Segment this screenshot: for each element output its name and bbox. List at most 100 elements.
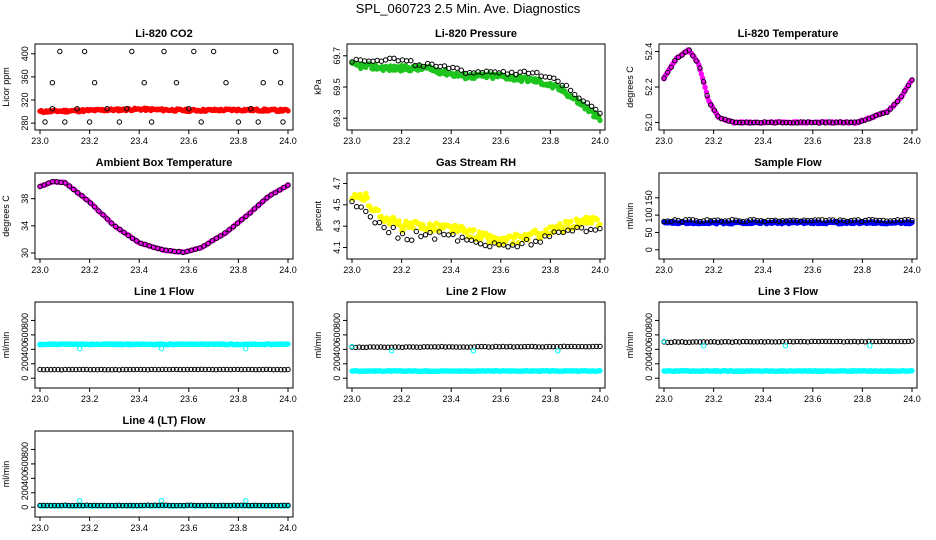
data-point — [736, 218, 743, 224]
data-point — [779, 218, 786, 224]
data-point — [715, 113, 721, 119]
data-point — [485, 344, 492, 350]
data-point — [769, 339, 775, 345]
data-point — [534, 69, 540, 76]
data-point — [376, 219, 383, 226]
data-point — [202, 366, 209, 373]
data-point — [188, 366, 194, 373]
data-point — [475, 343, 481, 350]
data-point — [493, 343, 499, 350]
data-point — [790, 120, 797, 126]
data-point — [841, 339, 847, 345]
y-tick-label: 600 — [332, 327, 342, 342]
data-point — [272, 48, 279, 55]
data-point — [672, 339, 678, 345]
data-point — [274, 502, 280, 509]
data-point — [740, 120, 746, 126]
data-point — [866, 217, 872, 223]
data-point — [769, 119, 775, 125]
data-point — [141, 366, 147, 373]
data-point — [422, 232, 429, 238]
data-point — [848, 119, 854, 126]
data-point — [543, 344, 549, 350]
data-point — [902, 217, 908, 223]
y-axis-label: ml/min — [313, 332, 323, 359]
data-point — [222, 230, 228, 236]
data-point — [251, 206, 258, 212]
x-tick-label: 23.8 — [542, 136, 560, 146]
chart-panel-2: Li-820 Pressure kPa 23.0 23.2 23.4 23.6 23.8 24… — [313, 28, 609, 146]
data-point — [812, 338, 818, 345]
data-point — [155, 366, 162, 373]
data-point — [91, 366, 97, 373]
data-point — [533, 238, 539, 245]
data-point — [173, 80, 180, 86]
data-point — [819, 338, 825, 345]
data-point — [837, 119, 843, 125]
data-point — [91, 80, 98, 86]
data-point — [801, 119, 807, 125]
y-tick-label: 800 — [20, 313, 30, 328]
x-tick-label: 23.0 — [655, 136, 673, 146]
data-point — [754, 218, 761, 224]
data-point — [794, 120, 800, 126]
data-point — [837, 338, 843, 345]
data-point — [391, 55, 397, 61]
data-point — [593, 343, 600, 350]
data-point — [898, 338, 904, 345]
x-tick-label: 23.2 — [81, 136, 99, 146]
data-point — [551, 75, 557, 81]
data-point — [782, 343, 789, 349]
y-tick-label: 30 — [20, 248, 30, 258]
data-point — [718, 339, 725, 345]
data-point — [851, 217, 858, 223]
data-point — [765, 119, 771, 126]
data-point — [231, 502, 237, 508]
data-point — [576, 95, 582, 101]
y-tick-label: 4.3 — [332, 220, 342, 233]
data-point — [260, 198, 266, 205]
chart-panel-6: Sample Flow ml/min 23.0 23.2 23.4 23.6 23.8 24.… — [625, 157, 921, 275]
data-point — [823, 338, 829, 345]
data-point — [113, 223, 119, 230]
data-point — [567, 87, 574, 94]
data-point — [797, 119, 804, 125]
data-point — [274, 366, 280, 373]
data-point — [372, 220, 378, 226]
data-point — [690, 217, 696, 223]
data-point — [751, 339, 757, 345]
data-point — [704, 217, 710, 223]
data-point — [199, 366, 205, 372]
y-tick-label: 360 — [20, 69, 30, 84]
x-tick-label: 23.4 — [442, 265, 460, 275]
data-point — [473, 239, 479, 245]
data-point — [776, 339, 782, 345]
data-point — [787, 338, 793, 345]
x-tick-label: 23.6 — [804, 394, 822, 404]
chart-panel-9: Line 3 Flow ml/min 23.0 23.2 23.4 23.6 23.8 24.… — [625, 286, 921, 404]
x-tick-label: 23.2 — [393, 265, 411, 275]
data-point — [682, 339, 689, 345]
data-point — [869, 217, 876, 223]
data-point — [243, 498, 249, 504]
data-point — [129, 48, 135, 55]
data-point — [507, 343, 513, 350]
x-tick-label: 23.0 — [31, 136, 49, 146]
y-tick-label: 34 — [20, 221, 30, 231]
data-point — [812, 119, 818, 126]
data-point — [48, 502, 54, 509]
chart-panel-4: Ambient Box Temperature degrees C 23.0 23.2… — [1, 157, 297, 275]
y-tick-label: 320 — [20, 92, 30, 107]
series-magenta — [661, 47, 915, 126]
data-point — [395, 235, 401, 241]
data-point — [276, 187, 283, 193]
data-point — [519, 240, 525, 247]
x-tick-label: 23.0 — [31, 523, 49, 533]
x-tick-label: 23.6 — [180, 394, 198, 404]
data-point — [220, 502, 227, 508]
data-point — [589, 220, 595, 226]
data-point — [98, 502, 104, 509]
x-tick-label: 23.4 — [754, 265, 772, 275]
data-point — [733, 339, 739, 345]
x-tick-label: 24.0 — [279, 265, 297, 275]
